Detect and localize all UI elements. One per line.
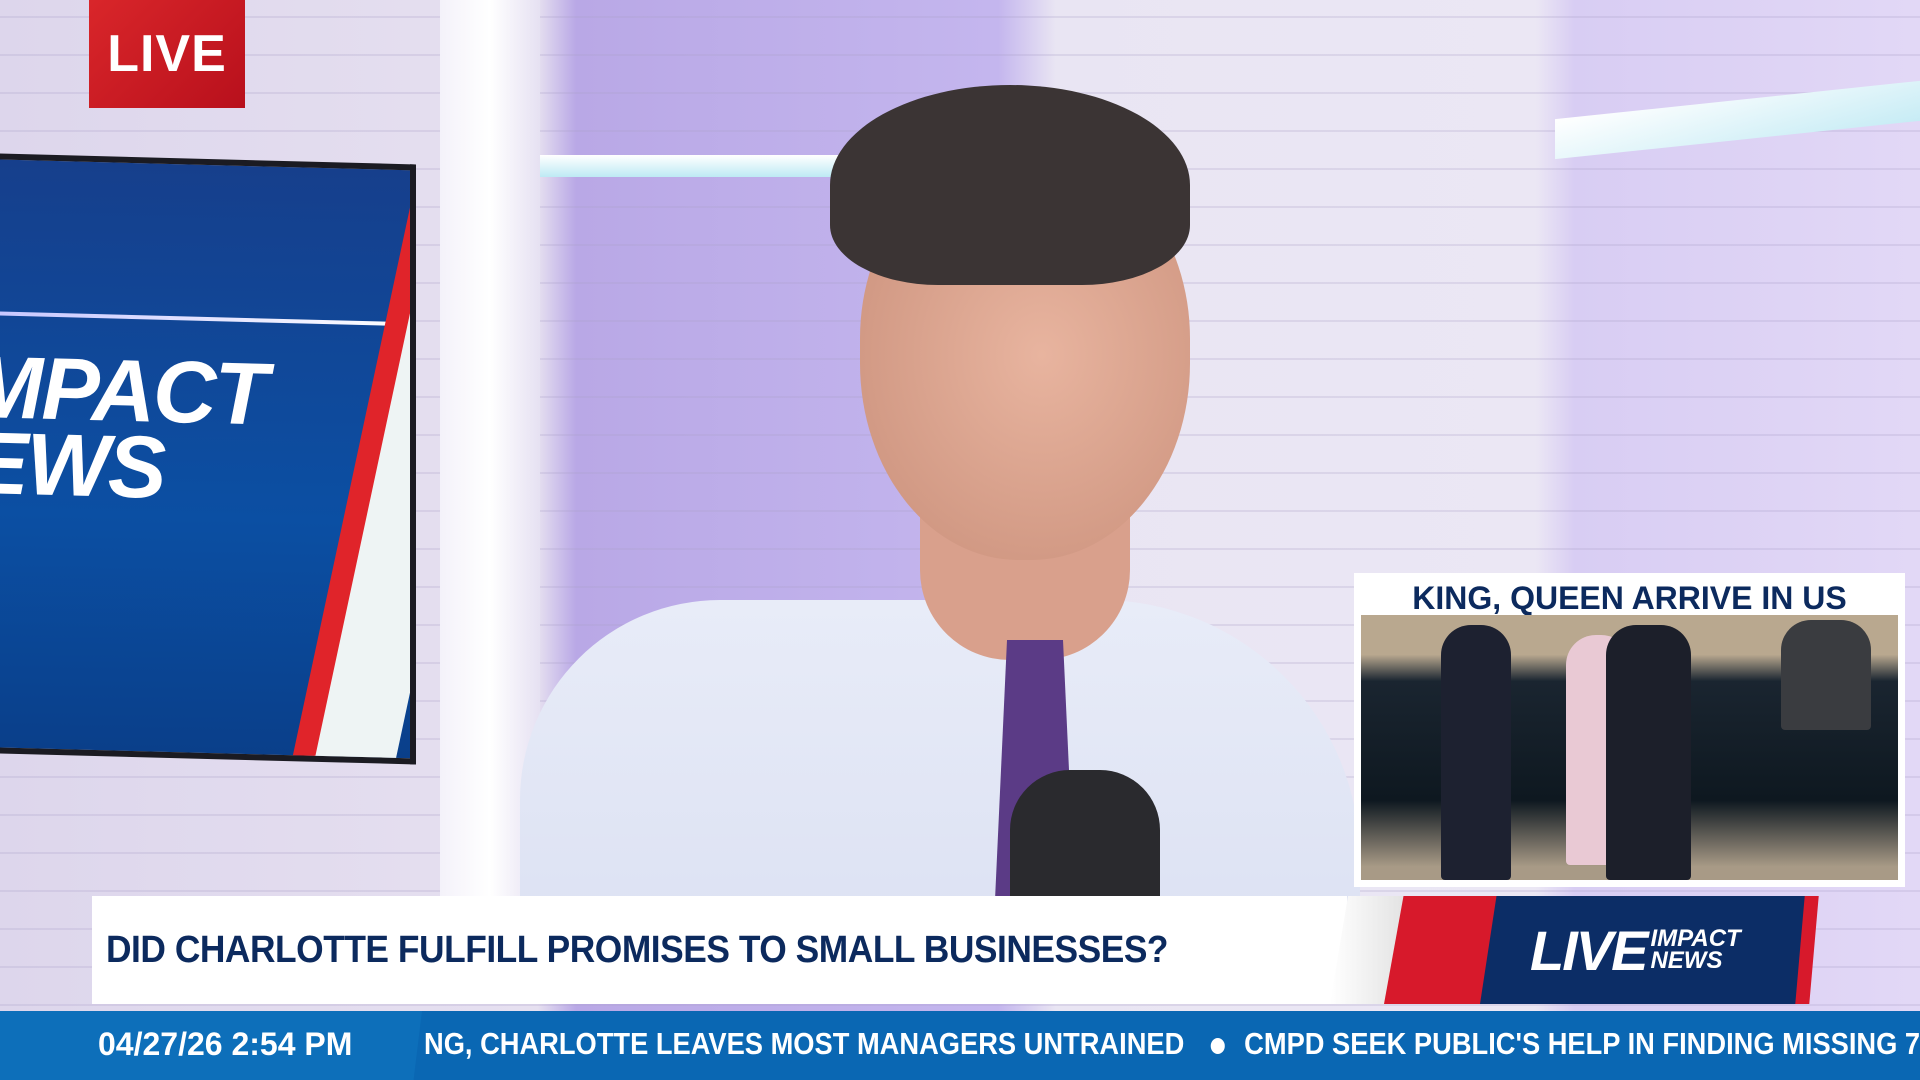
monitor-logo: MPACT EWS — [0, 336, 267, 517]
light-strip — [540, 155, 860, 177]
headline: DID CHARLOTTE FULFILL PROMISES TO SMALL … — [106, 928, 1169, 971]
inset-title: KING, QUEEN ARRIVE IN US — [1412, 580, 1847, 616]
ticker-text: NG, CHARLOTTE LEAVES MOST MANAGERS UNTRA… — [424, 1011, 1920, 1080]
ticker-item: NG, CHARLOTTE LEAVES MOST MANAGERS UNTRA… — [424, 1026, 1185, 1061]
inset-video: KING, QUEEN ARRIVE IN US — [1354, 573, 1905, 887]
live-badge: LIVE — [89, 0, 245, 108]
bullet-icon — [1210, 1037, 1225, 1054]
lower-third: DID CHARLOTTE FULFILL PROMISES TO SMALL … — [92, 896, 1347, 1004]
news-anchor — [520, 80, 1360, 950]
ticker-datetime: 04/27/26 2:54 PM — [0, 1011, 422, 1080]
inset-image — [1361, 615, 1898, 880]
studio-monitor: MPACT EWS — [0, 153, 416, 765]
news-ticker: NG, CHARLOTTE LEAVES MOST MANAGERS UNTRA… — [0, 1011, 1920, 1080]
ticker-item: CMPD SEEK PUBLIC'S HELP IN FINDING MISSI… — [1244, 1026, 1920, 1061]
brand-logo: LIVE IMPACT NEWS — [1330, 896, 1825, 1004]
